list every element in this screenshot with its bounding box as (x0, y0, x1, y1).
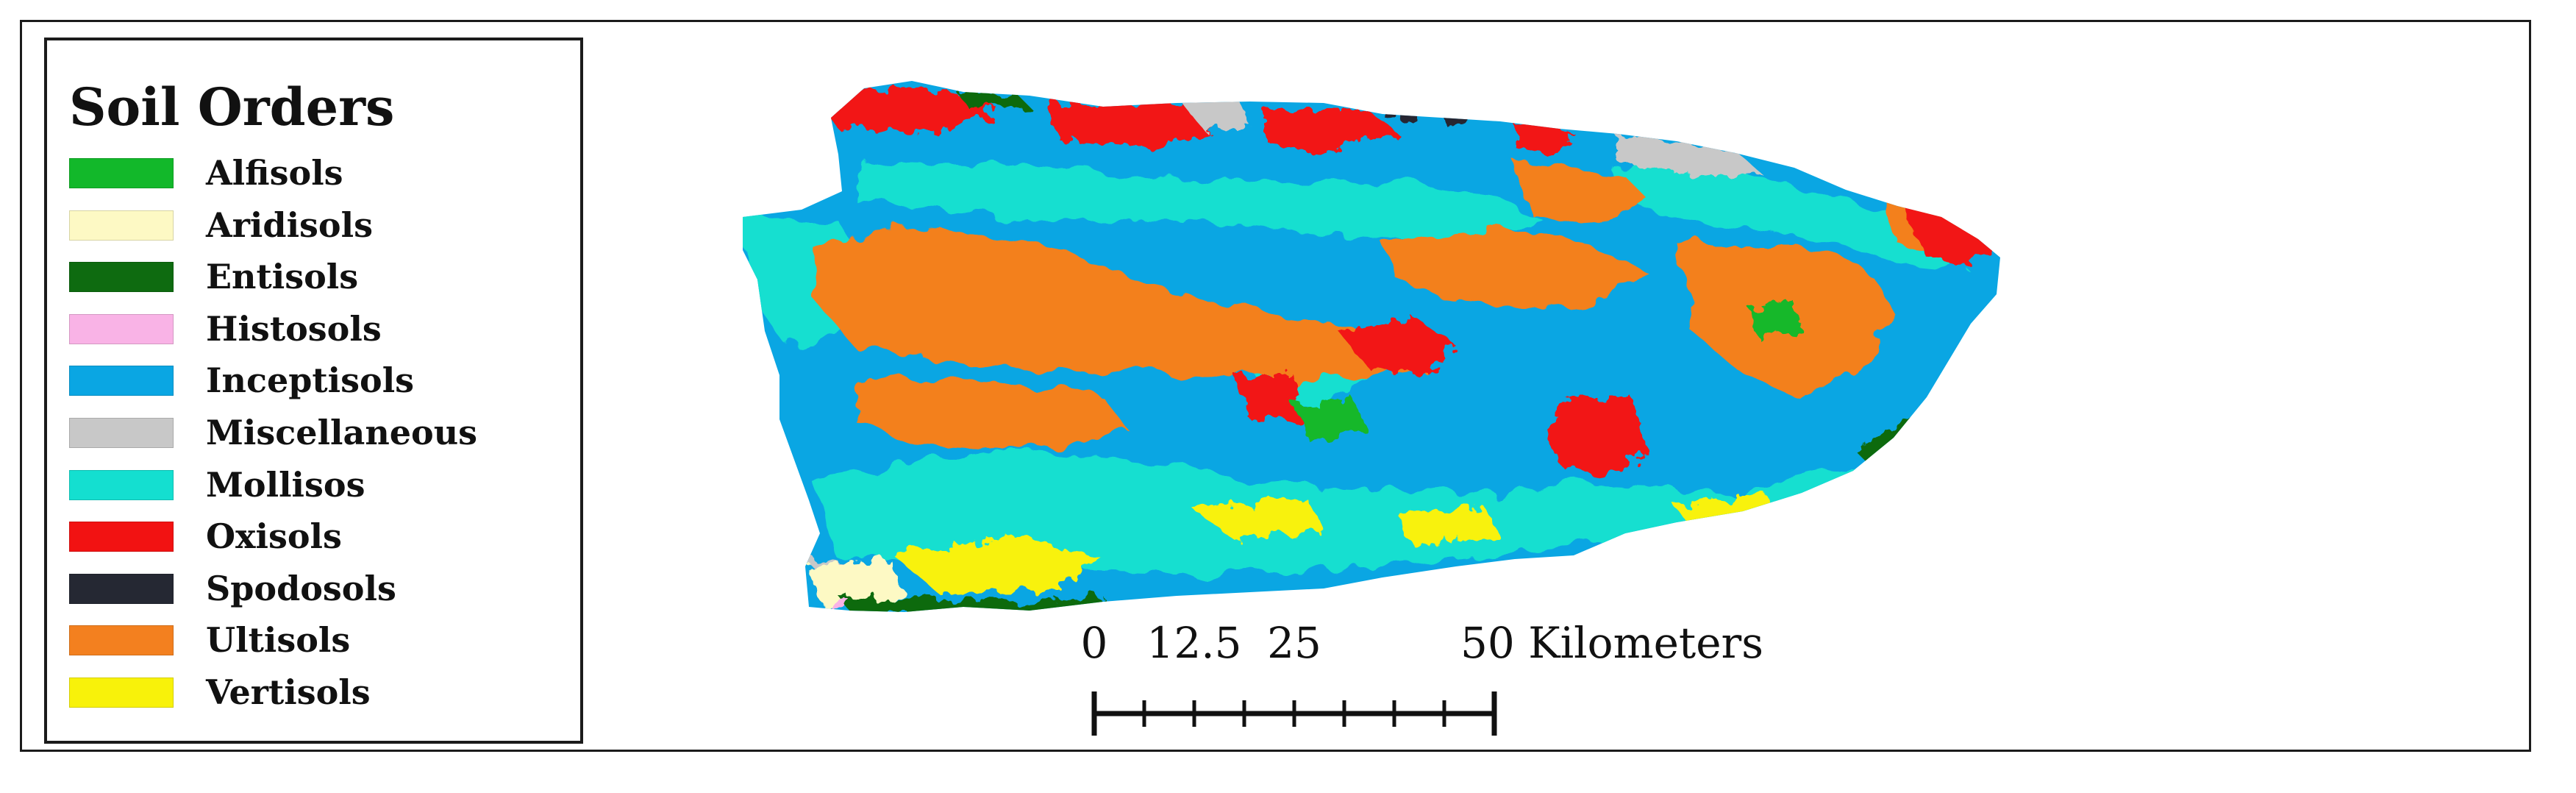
region-vertisols-southwest (890, 537, 1103, 596)
region-oxisols-north-2 (1265, 110, 1397, 154)
legend-item-aridisols: Aridisols (69, 205, 540, 260)
legend-title: Soil Orders (69, 77, 395, 138)
legend-item-oxisols: Oxisols (69, 516, 540, 571)
region-vertisols-south-2 (1397, 508, 1500, 544)
region-oxisols-north-west (809, 88, 1000, 132)
legend-label-ultisols: Ultisols (206, 620, 351, 661)
legend-swatch-inceptisols (69, 366, 174, 396)
legend-swatch-alfisols (69, 158, 174, 188)
region-oxisols-north-center (1044, 103, 1235, 147)
region-spodosols-north-2 (1441, 107, 1463, 122)
legend-label-histosols: Histosols (206, 308, 382, 349)
legend-item-vertisols: Vertisols (69, 672, 540, 727)
legend-swatch-oxisols (69, 522, 174, 552)
region-alfisols-east (1750, 302, 1802, 338)
legend-label-alfisols: Alfisols (206, 153, 343, 193)
legend-swatch-miscellaneous (69, 417, 174, 448)
region-aridisols-southwest (805, 559, 905, 607)
region-miscellaneous-northeast (1618, 134, 1765, 177)
legend-label-mollisos: Mollisos (206, 464, 365, 505)
region-oxisols-central-2 (1235, 375, 1302, 419)
legend-label-miscellaneous: Miscellaneous (206, 412, 478, 452)
legend-items: Alfisols Aridisols Entisols Histosols In… (69, 153, 540, 727)
scale-label-50-kilometers: 50 Kilometers (1460, 618, 1764, 668)
region-spodosols-north (1382, 103, 1416, 119)
legend-swatch-histosols (69, 313, 174, 344)
legend-item-mollisos: Mollisos (69, 464, 540, 519)
legend-label-vertisols: Vertisols (206, 672, 371, 712)
region-ultisols-southwest (853, 375, 1132, 449)
legend-label-inceptisols: Inceptisols (206, 360, 415, 401)
scale-bar (1091, 691, 1497, 736)
region-ultisols-north-central (1515, 162, 1647, 228)
scale-bar-marks (1091, 691, 1497, 736)
legend-label-entisols: Entisols (206, 257, 359, 297)
region-oxisols-central (1338, 316, 1456, 375)
legend-label-oxisols: Oxisols (206, 516, 342, 557)
legend-item-histosols: Histosols (69, 308, 540, 363)
region-oxisols-east (1544, 397, 1647, 478)
legend-item-alfisols: Alfisols (69, 153, 540, 207)
legend-swatch-ultisols (69, 625, 174, 656)
soil-map (743, 81, 2000, 612)
legend-item-spodosols: Spodosols (69, 568, 540, 623)
scale-label-25: 25 (1267, 618, 1321, 668)
region-ultisols-central (1382, 228, 1647, 309)
region-oxisols-north-east (1515, 125, 1574, 154)
region-ultisols-west (809, 228, 1427, 383)
scale-label-12-5: 12.5 (1146, 618, 1242, 668)
legend-swatch-mollisos (69, 469, 174, 500)
legend: Soil Orders Alfisols Aridisols Entisols … (44, 38, 583, 744)
legend-item-miscellaneous: Miscellaneous (69, 412, 540, 467)
legend-item-ultisols: Ultisols (69, 620, 540, 675)
region-histosols-southwest (831, 600, 849, 611)
region-miscellaneous-north (1177, 94, 1250, 132)
region-entisols-south (838, 596, 1103, 612)
legend-swatch-vertisols (69, 677, 174, 708)
region-mollisols-northeast (1603, 162, 1971, 272)
legend-swatch-aridisols (69, 210, 174, 241)
legend-swatch-spodosols (69, 573, 174, 604)
legend-swatch-entisols (69, 262, 174, 293)
legend-label-aridisols: Aridisols (206, 205, 373, 245)
scale-label-0: 0 (1080, 618, 1108, 668)
legend-item-inceptisols: Inceptisols (69, 360, 540, 415)
soil-map-regions (743, 81, 2000, 612)
region-entisols-north (956, 92, 1030, 110)
region-vertisols-south (1191, 500, 1324, 541)
legend-label-spodosols: Spodosols (206, 568, 396, 608)
region-alfisols-central (1294, 397, 1368, 441)
region-mollisols-north (853, 162, 1544, 243)
legend-item-entisols: Entisols (69, 257, 540, 311)
